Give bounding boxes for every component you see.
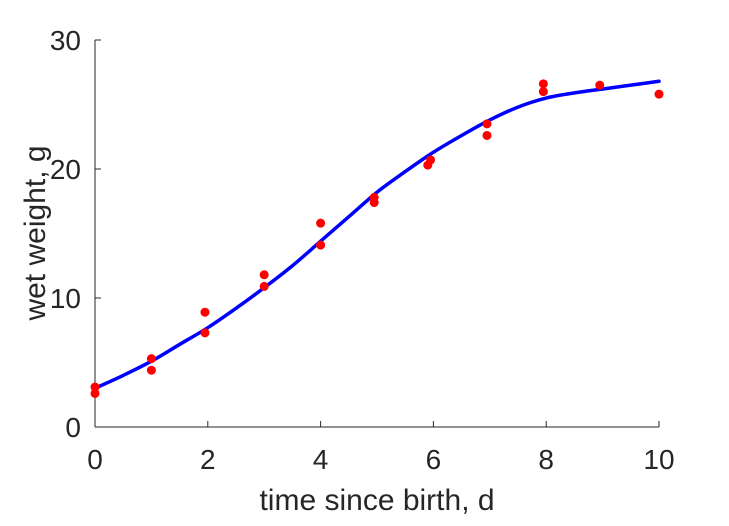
x-tick-label: 10 — [643, 444, 674, 475]
y-tick-label: 10 — [50, 283, 81, 314]
data-point — [259, 281, 269, 291]
data-point — [482, 119, 492, 129]
y-axis-label: wet weight, g — [19, 145, 52, 321]
axes: 0 2 4 6 8 10 0 10 20 30 — [50, 25, 675, 475]
data-point — [316, 218, 326, 228]
x-tick-label: 0 — [87, 444, 103, 475]
x-tick-label: 2 — [200, 444, 216, 475]
data-point — [595, 80, 605, 90]
data-point — [538, 87, 548, 97]
data-point — [90, 388, 100, 398]
data-point — [200, 328, 210, 338]
data-point — [538, 79, 548, 89]
data-point — [316, 240, 326, 250]
fit-curve-layer — [93, 79, 661, 391]
y-tick-label: 0 — [65, 412, 81, 443]
data-point — [426, 155, 436, 165]
y-tick-label: 30 — [50, 25, 81, 56]
x-tick-label: 4 — [313, 444, 329, 475]
x-axis-label: time since birth, d — [259, 484, 494, 517]
data-point — [200, 307, 210, 317]
fit-curve — [93, 79, 661, 391]
data-point — [259, 270, 269, 280]
x-tick-label: 8 — [538, 444, 554, 475]
data-points-layer — [90, 79, 664, 398]
data-point — [654, 89, 664, 99]
y-tick-label: 20 — [50, 154, 81, 185]
data-point — [482, 130, 492, 140]
data-point — [369, 198, 379, 208]
data-point — [146, 354, 156, 364]
data-point — [146, 365, 156, 375]
data-point — [90, 382, 100, 392]
x-tick-label: 6 — [426, 444, 442, 475]
